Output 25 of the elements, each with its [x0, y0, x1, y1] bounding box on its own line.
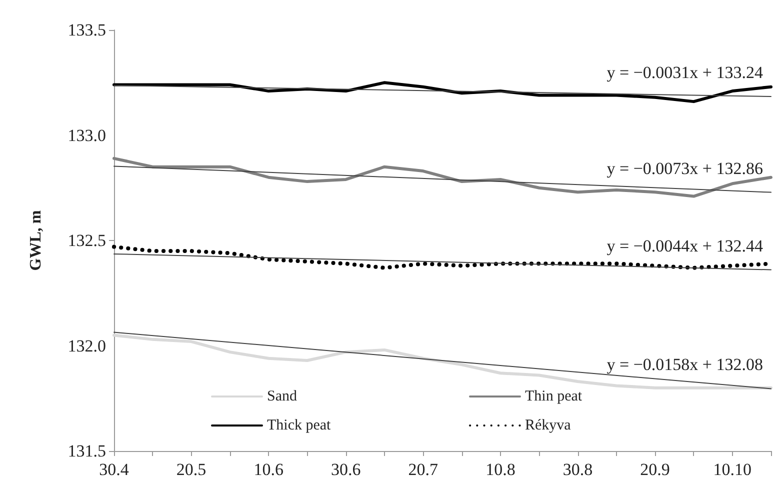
x-tick-label: 30.6: [331, 460, 361, 479]
y-tick-label: 133.0: [68, 126, 106, 145]
annotation: y = −0.0073x + 132.86: [606, 158, 763, 178]
legend-label: Sand: [267, 388, 298, 404]
x-tick-label: 30.8: [562, 460, 593, 479]
legend-label: Rékyva: [525, 418, 572, 434]
x-tick-label: 20.7: [408, 460, 439, 479]
x-tick-label: 20.9: [640, 460, 670, 479]
annotation: y = −0.0031x + 133.24: [606, 63, 764, 82]
y-tick-label: 132.0: [68, 336, 106, 356]
annotation: y = −0.0044x + 132.44: [606, 236, 764, 256]
x-tick-label: 20.5: [176, 460, 206, 479]
y-tick-label: 133.5: [68, 20, 106, 40]
annotation: y = −0.0158x + 132.08: [606, 355, 763, 374]
x-tick-label: 30.4: [99, 460, 130, 479]
legend-label: Thick peat: [267, 418, 332, 434]
y-axis-title: GWL, m: [28, 210, 44, 271]
y-tick-label: 132.5: [68, 231, 106, 250]
x-tick-label: 10.10: [713, 460, 752, 479]
x-tick-label: 10.8: [486, 460, 516, 479]
line-series: [112, 81, 772, 104]
x-tick-label: 10.6: [254, 460, 284, 479]
line-series: [112, 156, 772, 198]
y-tick-label: 131.5: [68, 442, 106, 460]
legend-label: Thin peat: [525, 388, 583, 404]
